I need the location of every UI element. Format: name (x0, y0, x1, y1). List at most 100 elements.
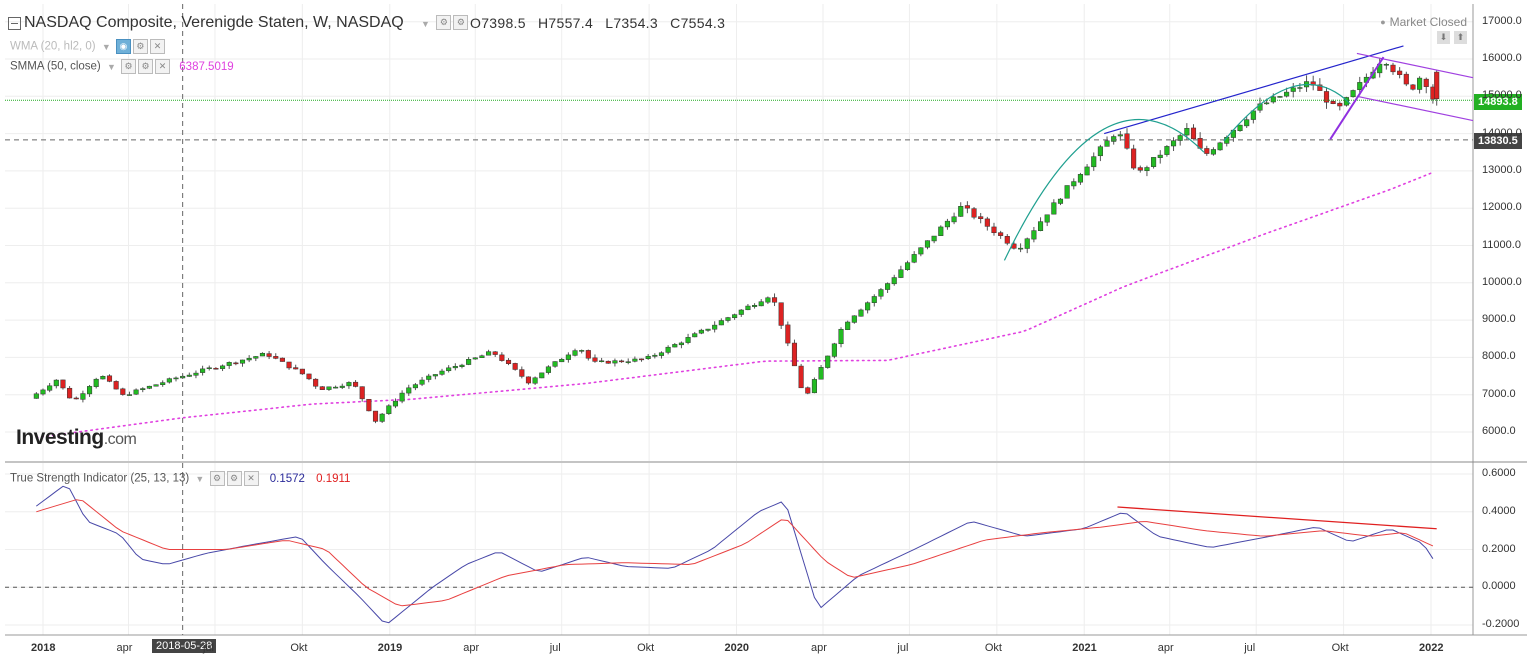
x-tick-label: Okt (1331, 642, 1349, 654)
candle-down (525, 376, 532, 384)
x-tick-label: apr (116, 642, 133, 654)
chevron-down-icon[interactable]: ▼ (101, 41, 111, 52)
candle-down (984, 218, 990, 227)
gear-icon[interactable]: ⚙ (121, 59, 137, 74)
ohlc-readout: O7398.5 H7557.4 L7354.3 C7554.3 (470, 15, 733, 31)
candle-down (1337, 102, 1343, 107)
pole-line (1329, 56, 1385, 140)
y-tick-label: 10000.0 (1482, 275, 1522, 288)
candle-up (579, 350, 585, 352)
candle-down (978, 216, 984, 219)
gear-icon[interactable]: ⚙ (226, 471, 242, 486)
x-tick-label: apr (810, 642, 827, 654)
candle-up (565, 354, 571, 360)
candle-down (778, 302, 784, 326)
chevron-down-icon[interactable]: ▼ (195, 473, 205, 484)
candle-up (326, 386, 332, 390)
candle-up (386, 405, 392, 414)
arc-drawing (1223, 83, 1351, 142)
close-icon[interactable]: ✕ (155, 59, 171, 74)
candle-up (871, 296, 877, 303)
high-value: H7557.4 (538, 15, 594, 31)
candle-down (1330, 101, 1336, 104)
candle-up (625, 361, 631, 363)
candle-down (805, 387, 811, 394)
candle-up (698, 329, 704, 334)
wma-legend[interactable]: WMA (20, hl2, 0) ▼ ◉ ⚙ ✕ (10, 39, 165, 54)
candle-up (140, 388, 146, 391)
tsi-value: 0.1572 (269, 472, 305, 485)
candle-down (499, 354, 505, 361)
candle-up (645, 355, 651, 359)
candle-down (1204, 148, 1210, 154)
candle-up (911, 254, 917, 263)
candle-down (1403, 73, 1409, 85)
candle-up (452, 366, 458, 369)
candle-up (532, 377, 538, 384)
collapse-icon[interactable] (8, 17, 21, 30)
candle-up (1064, 185, 1070, 199)
candle-down (505, 359, 512, 364)
candle-up (825, 355, 831, 368)
gear-icon[interactable]: ⚙ (132, 39, 148, 54)
close-icon[interactable]: ✕ (149, 39, 165, 54)
current-price-tag: 14893.8 (1474, 94, 1522, 110)
candle-up (811, 379, 817, 394)
title-settings[interactable]: ▼ ⚙ ⚙ (418, 14, 469, 32)
candle-up (53, 379, 59, 387)
download-icon[interactable]: ⬇ (1437, 31, 1450, 44)
candle-up (226, 362, 232, 366)
candle-up (1151, 157, 1157, 167)
gear-icon[interactable]: ⚙ (453, 15, 469, 31)
candle-down (1137, 167, 1143, 171)
y-tick-label: 11000.0 (1482, 238, 1521, 251)
candle-up (186, 374, 192, 377)
upload-icon[interactable]: ⬆ (1454, 31, 1467, 44)
candle-up (851, 315, 857, 323)
gear-icon[interactable]: ⚙ (138, 59, 154, 74)
candle-down (293, 367, 299, 370)
candle-up (87, 386, 93, 395)
x-tick-label: Okt (984, 642, 1002, 654)
candle-down (299, 368, 305, 375)
smma-legend[interactable]: SMMA (50, close) ▼ ⚙ ⚙ ✕ 6387.5019 (10, 59, 234, 74)
candle-up (100, 376, 106, 380)
candle-up (459, 364, 465, 368)
chevron-down-icon[interactable]: ▼ (106, 61, 116, 72)
candle-down (266, 353, 272, 357)
candle-down (113, 381, 119, 390)
candle-up (885, 283, 891, 290)
candle-up (486, 351, 492, 356)
y-tick-label: 7000.0 (1482, 387, 1516, 400)
candle-up (1084, 166, 1090, 176)
x-tick-label: jul (1244, 642, 1256, 654)
candle-up (678, 342, 684, 346)
gear-icon[interactable]: ⚙ (436, 15, 452, 31)
y-tick-label: 6000.0 (1482, 425, 1516, 437)
x-tick-label: 2018 (31, 642, 56, 654)
gear-icon[interactable]: ⚙ (209, 471, 225, 486)
candle-down (771, 297, 778, 303)
candle-up (732, 314, 738, 319)
candle-up (1250, 110, 1256, 120)
low-value: L7354.3 (605, 15, 658, 31)
candle-up (725, 317, 731, 321)
candle-down (1323, 91, 1330, 103)
close-icon[interactable]: ✕ (243, 471, 259, 486)
candle-up (160, 382, 166, 385)
candle-up (931, 235, 937, 242)
price-pane (5, 4, 1473, 461)
candle-up (1018, 247, 1024, 250)
tsi-legend[interactable]: True Strength Indicator (25, 13, 13) ▼ ⚙… (10, 471, 350, 486)
eye-icon[interactable]: ◉ (115, 39, 131, 54)
chevron-down-icon[interactable]: ▼ (421, 19, 430, 29)
candle-up (545, 366, 551, 373)
candle-up (472, 357, 478, 360)
candle-up (1244, 119, 1250, 127)
candle-down (512, 363, 518, 370)
candle-up (1357, 82, 1363, 90)
candle-up (1031, 230, 1037, 240)
candle-up (1024, 238, 1030, 249)
candle-up (672, 344, 678, 348)
